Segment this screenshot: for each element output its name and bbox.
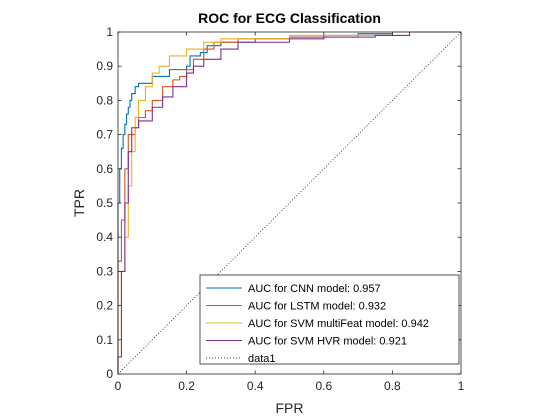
legend-entry-label: AUC for SVM HVR model: 0.921 <box>248 336 407 348</box>
legend: AUC for CNN model: 0.957 AUC for LSTM mod… <box>199 274 460 365</box>
y-tick-label: 0.2 <box>96 299 113 313</box>
y-tick-label: 0.6 <box>96 162 113 176</box>
x-tick-label: 0.2 <box>178 379 195 393</box>
x-tick-label: 0.6 <box>315 379 332 393</box>
x-tick-label: 1 <box>458 379 465 393</box>
legend-entry-label: AUC for LSTM model: 0.932 <box>248 301 386 313</box>
series-line-3 <box>117 31 461 374</box>
chart-title: ROC for ECG Classification <box>198 10 381 26</box>
y-tick-label: 0.9 <box>96 59 113 73</box>
legend-items: AUC for CNN model: 0.957 AUC for LSTM mod… <box>206 283 429 365</box>
y-ticks: 0 0.1 0.2 0.3 0.4 0.5 0.6 0.7 0.8 0.9 1 <box>96 25 461 381</box>
series-layer <box>117 31 462 375</box>
legend-entry-label: data1 <box>248 353 276 365</box>
x-tick-label: 0.8 <box>384 379 401 393</box>
y-tick-label: 0 <box>106 367 113 381</box>
legend-entry-label: AUC for SVM multiFeat model: 0.942 <box>248 318 429 330</box>
x-ticks: 0 0.2 0.4 0.6 0.8 1 <box>115 32 465 393</box>
x-axis-label: FPR <box>276 400 304 416</box>
legend-box <box>199 274 460 365</box>
y-tick-label: 1 <box>106 25 113 39</box>
y-tick-label: 0.1 <box>96 333 113 347</box>
y-tick-label: 0.8 <box>96 93 113 107</box>
y-axis-label: TPR <box>71 189 87 217</box>
y-tick-label: 0.3 <box>96 264 113 278</box>
x-tick-label: 0 <box>115 379 122 393</box>
legend-entry-label: AUC for CNN model: 0.957 <box>248 283 381 295</box>
y-tick-label: 0.4 <box>96 230 113 244</box>
x-tick-label: 0.4 <box>247 379 264 393</box>
y-tick-label: 0.7 <box>96 128 113 142</box>
y-tick-label: 0.5 <box>96 196 113 210</box>
